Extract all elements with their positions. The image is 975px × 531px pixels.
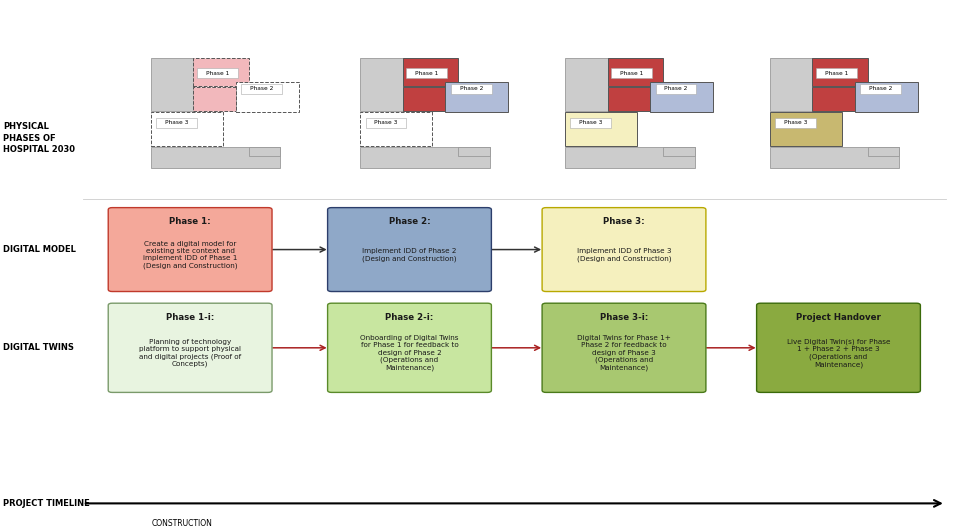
Text: Phase 3-i:: Phase 3-i: [600,313,648,321]
Bar [565,58,607,111]
Text: Implement IDD of Phase 3
(Design and Construction): Implement IDD of Phase 3 (Design and Con… [577,248,671,262]
Bar [855,81,917,112]
Text: Phase 3: Phase 3 [579,121,603,125]
Bar [193,58,249,85]
Bar [565,112,638,146]
Text: Phase 2:: Phase 2: [389,217,430,226]
Text: Phase 1: Phase 1 [415,71,439,76]
Bar [150,147,280,168]
Bar [607,58,663,85]
Text: DIGITAL MODEL: DIGITAL MODEL [3,245,76,254]
Text: Phase 1: Phase 1 [620,71,644,76]
Text: Phase 3:: Phase 3: [604,217,644,226]
Text: PHYSICAL
PHASES OF
HOSPITAL 2030: PHYSICAL PHASES OF HOSPITAL 2030 [3,122,75,155]
Bar [156,118,197,128]
Text: Phase 2: Phase 2 [250,86,273,91]
FancyBboxPatch shape [108,303,272,392]
FancyBboxPatch shape [757,303,920,392]
Bar [366,118,407,128]
Bar [150,112,223,146]
Bar [775,118,816,128]
Text: Planning of technology
platform to support physical
and digital projects (Proof : Planning of technology platform to suppo… [139,339,241,367]
Text: DIGITAL TWINS: DIGITAL TWINS [3,344,74,352]
Text: Phase 1-i:: Phase 1-i: [166,313,214,321]
Bar [360,147,489,168]
Text: Phase 3: Phase 3 [374,121,398,125]
Bar [193,87,236,111]
Text: Phase 1:: Phase 1: [170,217,211,226]
Text: Live Digital Twin(s) for Phase
1 + Phase 2 + Phase 3
(Operations and
Maintenance: Live Digital Twin(s) for Phase 1 + Phase… [787,338,890,368]
Text: Phase 2-i:: Phase 2-i: [385,313,434,321]
Bar [403,87,446,111]
Bar [360,58,403,111]
Bar [236,81,298,112]
Bar [868,147,899,156]
Text: Phase 2: Phase 2 [664,86,687,91]
Bar [197,68,238,79]
Text: Digital Twins for Phase 1+
Phase 2 for feedback to
design of Phase 3
(Operations: Digital Twins for Phase 1+ Phase 2 for f… [577,335,671,371]
Text: Project Handover: Project Handover [796,313,881,321]
Bar [607,87,650,111]
Bar [407,68,448,79]
FancyBboxPatch shape [542,303,706,392]
Bar [860,83,901,93]
FancyBboxPatch shape [328,303,491,392]
Bar [458,147,489,156]
Bar [446,81,508,112]
FancyBboxPatch shape [108,208,272,292]
Bar [769,58,812,111]
Text: Phase 2: Phase 2 [459,86,483,91]
FancyBboxPatch shape [328,208,491,292]
Bar [812,87,855,111]
Bar [611,68,652,79]
Text: Phase 3: Phase 3 [165,121,188,125]
Text: Phase 2: Phase 2 [869,86,892,91]
Text: Phase 1: Phase 1 [206,71,229,76]
Bar [816,68,857,79]
Bar [450,83,491,93]
FancyBboxPatch shape [542,208,706,292]
Bar [769,147,899,168]
Text: Implement IDD of Phase 2
(Design and Construction): Implement IDD of Phase 2 (Design and Con… [363,248,456,262]
Bar [663,147,694,156]
Bar [769,112,841,146]
Text: Onboarding of Digital Twins
for Phase 1 for feedback to
design of Phase 2
(Opera: Onboarding of Digital Twins for Phase 1 … [360,335,459,371]
Bar [360,112,432,146]
Bar [242,83,282,93]
Text: Create a digital model for
existing site context and
implement IDD of Phase 1
(D: Create a digital model for existing site… [143,241,237,269]
Bar [249,147,280,156]
Bar [565,147,694,168]
Bar [655,83,696,93]
Text: PROJECT TIMELINE: PROJECT TIMELINE [3,499,90,508]
Bar [150,58,193,111]
Text: CONSTRUCTION: CONSTRUCTION [151,519,212,528]
Text: Phase 1: Phase 1 [825,71,848,76]
Bar [403,58,458,85]
Bar [650,81,713,112]
Bar [812,58,868,85]
Text: Phase 3: Phase 3 [784,121,807,125]
Bar [570,118,611,128]
